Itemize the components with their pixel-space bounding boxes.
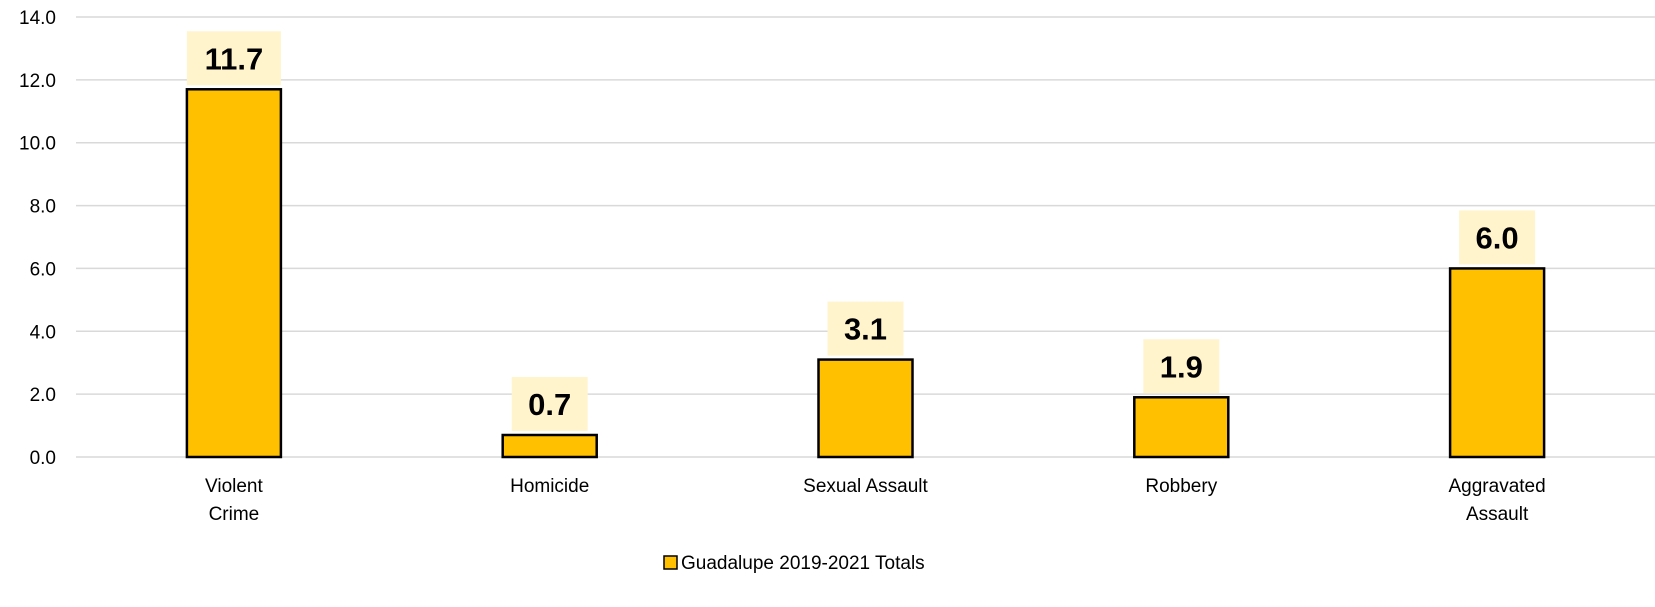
data-label-background (827, 301, 904, 356)
bar (1133, 396, 1230, 459)
y-tick-label: 0.0 (30, 448, 56, 469)
y-tick-label: 12.0 (19, 71, 56, 92)
category-label: Robbery (1145, 476, 1217, 497)
data-label: 1.9 (1160, 349, 1203, 384)
bar (185, 88, 283, 459)
category-label: Assault (1466, 504, 1529, 525)
bars (185, 88, 1546, 459)
y-tick-label: 4.0 (30, 322, 56, 343)
category-label: Violent (205, 476, 263, 497)
y-tick-label: 6.0 (30, 259, 56, 280)
category-label: Sexual Assault (803, 476, 928, 497)
y-tick-label: 10.0 (19, 134, 56, 155)
x-axis-categories: Violent Crime Homicide Sexual Assault Robber… (205, 476, 1546, 525)
data-labels: 11.7 0.7 3.1 1.9 6.0 (186, 31, 1536, 431)
y-tick-label: 2.0 (30, 385, 56, 406)
category-label: Crime (209, 504, 260, 525)
legend: Guadalupe 2019-2021 Totals (663, 553, 925, 574)
data-label: 3.1 (844, 312, 887, 347)
data-label-background (511, 377, 588, 431)
bar (817, 358, 914, 459)
y-axis-ticks: 0.0 2.0 4.0 6.0 8.0 10.0 12.0 14.0 (19, 8, 56, 469)
category-label: Homicide (510, 476, 589, 497)
data-label: 11.7 (205, 41, 264, 76)
legend-label: Guadalupe 2019-2021 Totals (681, 553, 925, 574)
legend-swatch (663, 555, 678, 570)
y-tick-label: 8.0 (30, 197, 56, 218)
bar (1448, 267, 1546, 459)
data-label-background (1143, 339, 1220, 394)
data-label-background (1459, 210, 1536, 265)
bar (501, 433, 598, 459)
data-label-background (186, 31, 281, 86)
data-label: 0.7 (528, 387, 571, 422)
y-tick-label: 14.0 (19, 8, 56, 29)
data-label: 6.0 (1476, 220, 1519, 255)
category-label: Aggravated (1449, 476, 1546, 497)
